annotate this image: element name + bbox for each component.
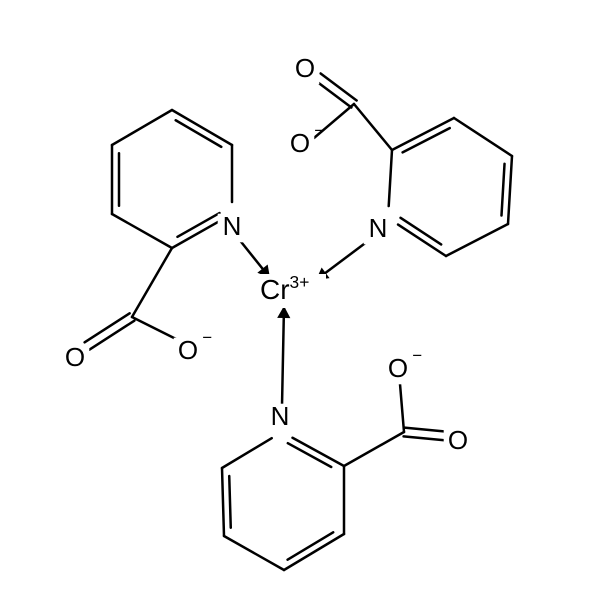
- svg-text:−: −: [314, 121, 324, 140]
- svg-text:O: O: [388, 353, 408, 383]
- svg-text:O: O: [65, 342, 85, 372]
- svg-text:N: N: [271, 401, 290, 431]
- svg-text:−: −: [202, 328, 212, 347]
- svg-text:O: O: [295, 53, 315, 83]
- svg-text:N: N: [223, 211, 242, 241]
- chemical-structure-diagram: NOO−NOO−NOO−Cr3+: [0, 0, 600, 600]
- svg-text:N: N: [369, 213, 388, 243]
- svg-text:O: O: [290, 128, 310, 158]
- svg-text:O: O: [448, 425, 468, 455]
- svg-text:O: O: [178, 335, 198, 365]
- svg-text:−: −: [412, 346, 422, 365]
